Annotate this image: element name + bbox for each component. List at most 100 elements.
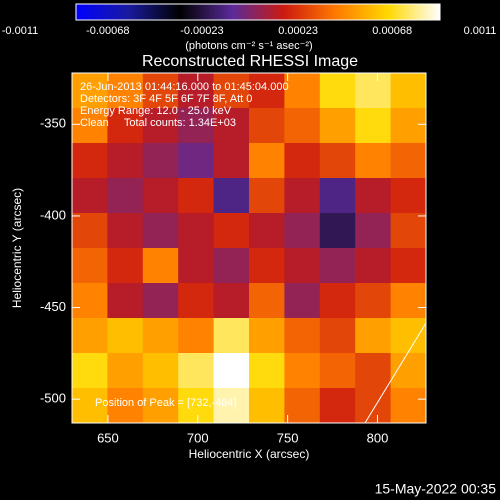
image-cell <box>213 73 250 109</box>
image-cell <box>72 73 108 109</box>
image-cell <box>178 108 215 144</box>
image-cell <box>178 178 215 214</box>
image-cell <box>355 143 392 179</box>
y-tick-label: -450 <box>40 299 66 314</box>
image-cell <box>142 283 179 319</box>
image-cell <box>107 283 144 319</box>
image-cell <box>284 353 321 389</box>
image-cell <box>107 108 144 144</box>
image-cell <box>72 213 108 249</box>
image-cell <box>284 248 321 284</box>
image-cell <box>319 73 356 109</box>
image-cell <box>107 388 144 424</box>
image-cell <box>319 318 356 354</box>
image-cell <box>319 178 356 214</box>
image-cell <box>355 73 392 109</box>
image-cell <box>390 283 427 319</box>
image-cell <box>72 248 108 284</box>
image-cell <box>319 283 356 319</box>
image-cell <box>355 248 392 284</box>
image-cell <box>284 318 321 354</box>
image-cell <box>355 388 392 424</box>
axes-frame <box>71 72 427 424</box>
x-tick-label: 800 <box>367 430 389 445</box>
image-cell <box>142 108 179 144</box>
image-cell <box>249 353 285 389</box>
image-cell <box>249 388 285 424</box>
image-cell <box>72 353 108 389</box>
image-cell <box>213 178 250 214</box>
image-cell <box>142 388 179 424</box>
image-cell <box>72 388 108 424</box>
annotation: Clean Total counts: 1.34E+03 <box>80 117 236 129</box>
image-cell <box>319 108 356 144</box>
image-cell <box>107 318 144 354</box>
image-cell <box>213 213 250 249</box>
image-cell <box>390 73 427 109</box>
image-cell <box>142 143 179 179</box>
image-cell <box>284 283 321 319</box>
image-cell <box>142 213 179 249</box>
image-cell <box>72 283 108 319</box>
timestamp: 15-May-2022 00:35 <box>375 481 497 497</box>
image-cell <box>249 73 285 109</box>
image-cell <box>319 353 356 389</box>
image-cell <box>107 73 144 109</box>
image-cell <box>142 73 179 109</box>
x-tick-label: 650 <box>97 430 119 445</box>
x-tick-label: 700 <box>187 430 209 445</box>
image-cell <box>390 318 427 354</box>
annotation: Detectors: 3F 4F 5F 6F 7F 8F, Att 0 <box>80 93 252 105</box>
annotation: Energy Range: 12.0 - 25.0 keV <box>80 105 232 117</box>
image-cell <box>107 213 144 249</box>
image-cell <box>213 283 250 319</box>
x-axis-label: Heliocentric X (arcsec) <box>189 447 310 461</box>
image-cell <box>178 143 215 179</box>
image-cell <box>390 388 427 424</box>
image-cell <box>284 73 321 109</box>
image-cell <box>249 108 285 144</box>
image-cell <box>390 143 427 179</box>
image-cell <box>319 143 356 179</box>
image-cell <box>178 213 215 249</box>
limb-line <box>364 322 427 424</box>
chart-title: Reconstructed RHESSI Image <box>142 53 358 70</box>
image-cell <box>355 178 392 214</box>
image-cell <box>72 108 108 144</box>
image-cell <box>355 108 392 144</box>
image-cell <box>142 178 179 214</box>
image-cell <box>213 318 250 354</box>
image-cell <box>284 108 321 144</box>
image-cell <box>355 213 392 249</box>
image-cell <box>390 213 427 249</box>
image-cell <box>284 178 321 214</box>
colorbar-tick-label: -0.0011 <box>2 25 39 37</box>
image-cell <box>249 318 285 354</box>
image-cell <box>390 178 427 214</box>
y-axis-label: Heliocentric Y (arcsec) <box>10 188 24 308</box>
y-tick-label: -350 <box>40 116 66 131</box>
colorbar-label: (photons cm⁻² s⁻¹ asec⁻²) <box>185 40 312 52</box>
image-cell <box>390 108 427 144</box>
image-cell <box>213 143 250 179</box>
image-cell <box>142 353 179 389</box>
image-cell <box>107 178 144 214</box>
colorbar-tick-label: 0.0011 <box>464 25 497 37</box>
image-cell <box>355 283 392 319</box>
image-cell <box>213 388 250 424</box>
image-cell <box>284 213 321 249</box>
image-cell <box>72 143 108 179</box>
image-cell <box>213 248 250 284</box>
image-cell <box>284 388 321 424</box>
image-cell <box>319 388 356 424</box>
image-cell <box>249 283 285 319</box>
y-tick-label: -500 <box>40 391 66 406</box>
annotation: 26-Jun-2013 01:44:16.000 to 01:45:04.000 <box>80 81 289 93</box>
image-cell <box>178 353 215 389</box>
peak-label: Position of Peak = [732,-484] <box>95 397 237 409</box>
image-cell <box>319 213 356 249</box>
image-cell <box>72 178 108 214</box>
image-cell <box>390 248 427 284</box>
image-cell <box>178 318 215 354</box>
